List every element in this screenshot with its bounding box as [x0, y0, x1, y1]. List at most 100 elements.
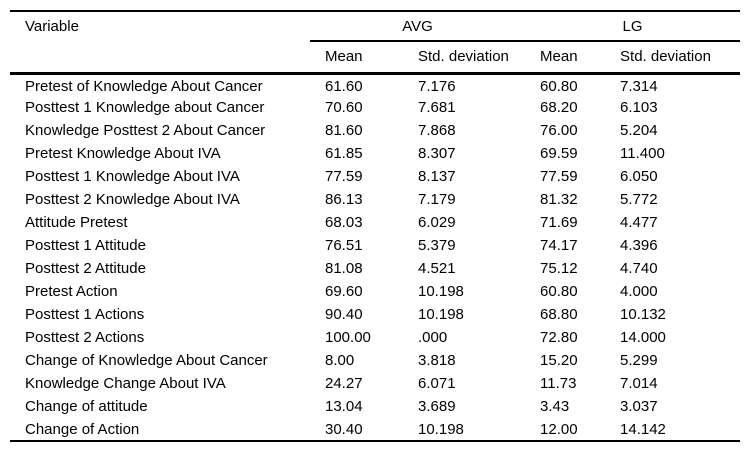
- value-cell: 77.59: [325, 168, 363, 185]
- column-header-avg-mean: Mean: [310, 41, 403, 75]
- table-row: Knowledge Posttest 2 About Cancer 81.60 7.…: [10, 119, 740, 142]
- table-row: Pretest Action 69.60 10.198 60.80 4.000: [10, 280, 740, 303]
- value-cell: 14.000: [620, 329, 666, 346]
- value-cell: 4.000: [620, 283, 658, 300]
- value-cell: 71.69: [540, 214, 578, 231]
- value-cell: 7.179: [418, 191, 456, 208]
- value-cell: 81.32: [540, 191, 578, 208]
- group-header-lg: LG: [525, 11, 741, 42]
- value-cell: 7.014: [620, 375, 658, 392]
- value-cell: 5.379: [418, 237, 456, 254]
- value-cell: 60.80: [540, 77, 578, 95]
- value-cell: .000: [418, 329, 448, 346]
- value-cell: 4.396: [620, 237, 658, 254]
- group-header-avg: AVG: [310, 11, 526, 42]
- value-cell: 6.103: [620, 99, 658, 116]
- value-cell: 4.740: [620, 260, 658, 277]
- value-cell: 68.80: [540, 306, 578, 323]
- value-cell: 5.772: [620, 191, 658, 208]
- table-row: Posttest 1 Knowledge About IVA 77.59 8.137…: [10, 165, 740, 188]
- table-row: Posttest 2 Knowledge About IVA 86.13 7.179…: [10, 188, 740, 211]
- value-cell: 30.40: [310, 418, 403, 442]
- value-cell: 5.299: [620, 352, 658, 369]
- value-cell: 7.176: [418, 77, 456, 95]
- table-body: Pretest of Knowledge About Cancer 61.60 7.…: [10, 73, 741, 442]
- table-row: Pretest of Knowledge About Cancer 61.60 7.…: [10, 73, 740, 96]
- value-cell: 10.198: [418, 306, 464, 323]
- table-row: Posttest 1 Actions 90.40 10.198 68.80 10.132: [10, 303, 740, 326]
- page: Variable AVG LG Mean Std. deviation Mean…: [10, 10, 741, 442]
- table-row: Change of Action 30.40 10.198 12.00 14.142: [10, 418, 741, 442]
- table-row: Knowledge Change About IVA 24.27 6.071 11.7…: [10, 372, 740, 395]
- column-header-avg-std-deviation: Std. deviation: [403, 41, 526, 75]
- table-row: Posttest 1 Attitude 76.51 5.379 74.17 4.396: [10, 234, 740, 257]
- variable-cell: Attitude Pretest: [25, 214, 128, 231]
- variable-cell: Change of Knowledge About Cancer: [25, 352, 268, 369]
- column-header-variable: Variable: [10, 11, 310, 75]
- value-cell: 81.60: [325, 122, 363, 139]
- variable-cell: Change of attitude: [25, 398, 148, 415]
- variable-cell: Pretest of Knowledge About Cancer: [25, 77, 263, 95]
- variable-cell: Knowledge Posttest 2 About Cancer: [25, 122, 266, 139]
- variable-cell: Posttest 2 Actions: [25, 329, 145, 346]
- value-cell: 4.521: [418, 260, 456, 277]
- value-cell: 14.142: [605, 418, 741, 442]
- value-cell: 60.80: [540, 283, 578, 300]
- column-header-lg-mean: Mean: [525, 41, 606, 75]
- value-cell: 3.43: [540, 398, 570, 415]
- table-row: Change of Knowledge About Cancer 8.00 3.81…: [10, 349, 740, 372]
- value-cell: 8.307: [418, 145, 456, 162]
- variable-cell: Pretest Action: [25, 283, 118, 300]
- value-cell: 8.00: [325, 352, 355, 369]
- value-cell: 24.27: [325, 375, 363, 392]
- table-row: Posttest 2 Actions 100.00 .000 72.80 14.000: [10, 326, 740, 349]
- table-row: Posttest 1 Knowledge about Cancer 70.60 7.…: [10, 96, 740, 119]
- variable-cell: Posttest 1 Actions: [25, 306, 145, 323]
- column-header-lg-std-deviation: Std. deviation: [605, 41, 741, 75]
- value-cell: 5.204: [620, 122, 658, 139]
- value-cell: 76.51: [325, 237, 363, 254]
- value-cell: 100.00: [325, 329, 371, 346]
- value-cell: 6.029: [418, 214, 456, 231]
- table-row: Change of attitude 13.04 3.689 3.43 3.037: [10, 395, 740, 418]
- value-cell: 3.689: [418, 398, 456, 415]
- table-row: Attitude Pretest 68.03 6.029 71.69 4.477: [10, 211, 740, 234]
- variable-cell: Knowledge Change About IVA: [25, 375, 226, 392]
- variable-cell: Change of Action: [10, 418, 310, 442]
- value-cell: 10.132: [620, 306, 666, 323]
- value-cell: 7.868: [418, 122, 456, 139]
- value-cell: 72.80: [540, 329, 578, 346]
- value-cell: 12.00: [525, 418, 606, 442]
- statistics-table: Variable AVG LG Mean Std. deviation Mean…: [10, 10, 741, 442]
- value-cell: 70.60: [325, 99, 363, 116]
- value-cell: 8.137: [418, 168, 456, 185]
- variable-cell: Pretest Knowledge About IVA: [25, 145, 221, 162]
- sub-header-row: Mean Std. deviation Mean Std. deviation: [10, 41, 741, 75]
- value-cell: 3.037: [620, 398, 658, 415]
- value-cell: 75.12: [540, 260, 578, 277]
- value-cell: 13.04: [325, 398, 363, 415]
- value-cell: 10.198: [403, 418, 526, 442]
- value-cell: 68.20: [540, 99, 578, 116]
- value-cell: 4.477: [620, 214, 658, 231]
- value-cell: 6.071: [418, 375, 456, 392]
- value-cell: 7.314: [620, 77, 658, 95]
- value-cell: 61.85: [325, 145, 363, 162]
- variable-cell: Posttest 1 Attitude: [25, 237, 146, 254]
- value-cell: 81.08: [325, 260, 363, 277]
- value-cell: 86.13: [325, 191, 363, 208]
- value-cell: 69.59: [540, 145, 578, 162]
- value-cell: 74.17: [540, 237, 578, 254]
- variable-cell: Posttest 1 Knowledge about Cancer: [25, 99, 265, 116]
- value-cell: 10.198: [418, 283, 464, 300]
- group-header-row: Variable AVG LG: [10, 11, 741, 75]
- variable-cell: Posttest 1 Knowledge About IVA: [25, 168, 240, 185]
- variable-cell: Posttest 2 Knowledge About IVA: [25, 191, 240, 208]
- value-cell: 68.03: [325, 214, 363, 231]
- value-cell: 11.400: [620, 145, 665, 162]
- value-cell: 77.59: [540, 168, 578, 185]
- variable-cell: Posttest 2 Attitude: [25, 260, 146, 277]
- value-cell: 15.20: [540, 352, 578, 369]
- table-row: Posttest 2 Attitude 81.08 4.521 75.12 4.740: [10, 257, 740, 280]
- value-cell: 6.050: [620, 168, 658, 185]
